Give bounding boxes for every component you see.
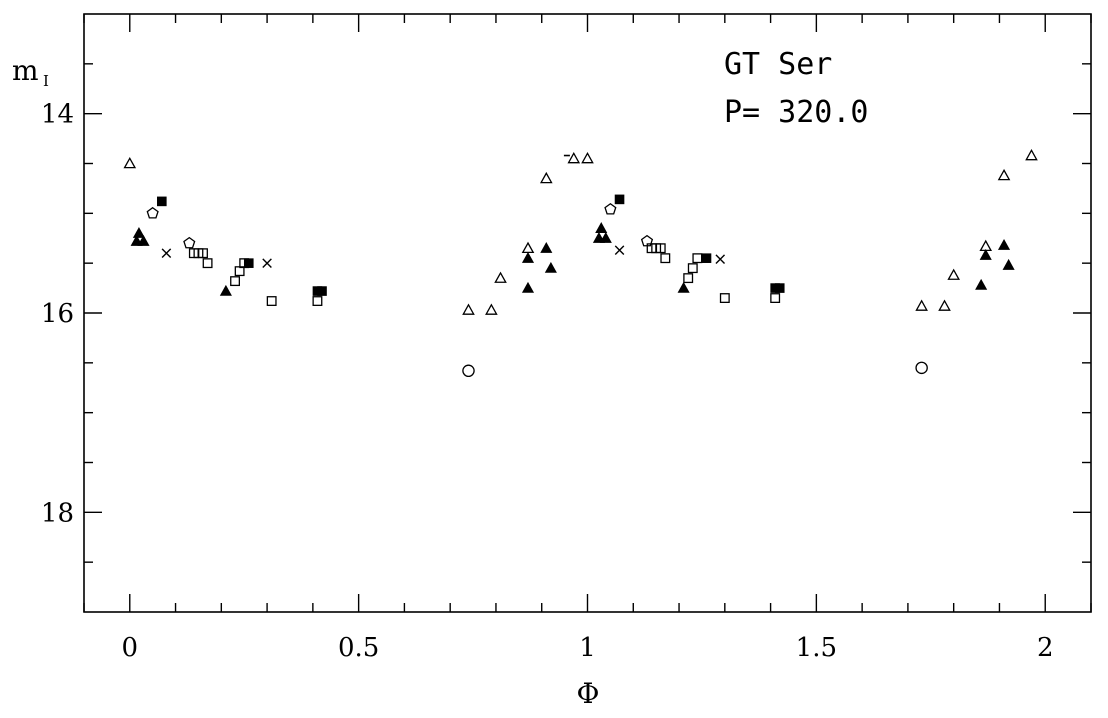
open-square-point — [655, 243, 666, 254]
filled-square-point — [701, 253, 712, 263]
cross-stroke — [161, 248, 172, 258]
open-square-point — [692, 253, 703, 264]
open-square-point — [660, 253, 671, 264]
annotation-star-name: GT Ser — [724, 47, 832, 82]
y-tick-label: 18 — [41, 498, 74, 528]
open-triangle-point — [997, 168, 1011, 181]
filled-triangle-point — [979, 248, 992, 260]
filled-triangle-point — [521, 251, 535, 263]
x-tick-label: 2 — [1037, 633, 1054, 663]
filled-triangle-point — [132, 227, 145, 238]
filled-triangle-point — [1002, 258, 1015, 270]
open-triangle-point — [539, 171, 553, 184]
filled-square-point — [157, 196, 167, 207]
open-square-point — [719, 293, 730, 304]
open-triangle-point — [462, 303, 475, 315]
open-triangle-point — [485, 303, 498, 315]
filled-triangle-point — [219, 284, 232, 296]
open-triangle-point — [947, 268, 960, 280]
open-pentagon-point — [604, 202, 617, 215]
open-triangle-point — [581, 151, 594, 164]
y-axis-title: m I — [12, 54, 49, 90]
open-triangle-point — [521, 241, 535, 254]
cross-stroke — [262, 258, 272, 268]
y-axis-title-main: m — [12, 54, 39, 87]
cross-point — [715, 254, 726, 264]
data-markers — [123, 148, 1038, 378]
cross-stroke — [715, 254, 726, 264]
axis-ticks — [83, 14, 1092, 612]
filled-triangle-point — [599, 232, 612, 243]
cross-point — [161, 248, 172, 258]
tick-labels: 0 0.5 1 1.5 2 14 16 18 — [41, 100, 1054, 663]
x-tick-label: 0.5 — [338, 633, 379, 663]
filled-square-point — [614, 194, 625, 205]
filled-triangle-point — [540, 241, 553, 253]
open-square-point — [239, 258, 250, 269]
open-triangle-point — [1025, 148, 1038, 161]
y-tick-label: 14 — [41, 100, 74, 130]
open-circle-point — [462, 364, 475, 378]
filled-square-point — [774, 283, 785, 293]
open-square-point — [230, 276, 241, 287]
open-square-point — [198, 248, 208, 259]
annotation-period: P= 320.0 — [724, 95, 869, 130]
cross-stroke — [614, 245, 625, 256]
x-tick-label: 0 — [121, 633, 138, 663]
open-triangle-point — [494, 271, 507, 283]
y-axis-title-subscript: I — [43, 72, 49, 90]
open-triangle-point — [915, 299, 928, 311]
open-square-point — [687, 263, 698, 274]
open-square-point — [266, 296, 277, 306]
filled-square-point — [317, 286, 327, 296]
filled-triangle-point — [595, 222, 608, 233]
open-square-point — [202, 258, 213, 269]
filled-triangle-point — [137, 235, 150, 246]
open-square-point — [683, 273, 694, 284]
plot-frame — [83, 13, 1092, 613]
filled-triangle-point — [544, 261, 557, 273]
filled-triangle-point — [997, 238, 1011, 250]
open-square-point — [312, 296, 323, 306]
filled-triangle-point — [677, 281, 690, 293]
filled-triangle-point — [975, 278, 988, 290]
open-triangle-point — [567, 151, 581, 164]
open-pentagon-point — [146, 206, 159, 219]
cross-point — [614, 245, 625, 256]
x-tick-label: 1.5 — [796, 633, 837, 663]
open-triangle-point — [938, 299, 951, 311]
y-tick-label: 16 — [41, 299, 74, 329]
filled-triangle-point — [521, 281, 535, 293]
open-square-point — [770, 293, 781, 304]
open-pentagon-point — [183, 236, 196, 249]
open-square-point — [234, 266, 245, 277]
open-circle-point — [915, 361, 928, 375]
x-axis-title: Φ — [577, 677, 600, 710]
open-triangle-point — [123, 156, 137, 169]
cross-point — [262, 258, 272, 268]
x-tick-label: 1 — [579, 633, 596, 663]
